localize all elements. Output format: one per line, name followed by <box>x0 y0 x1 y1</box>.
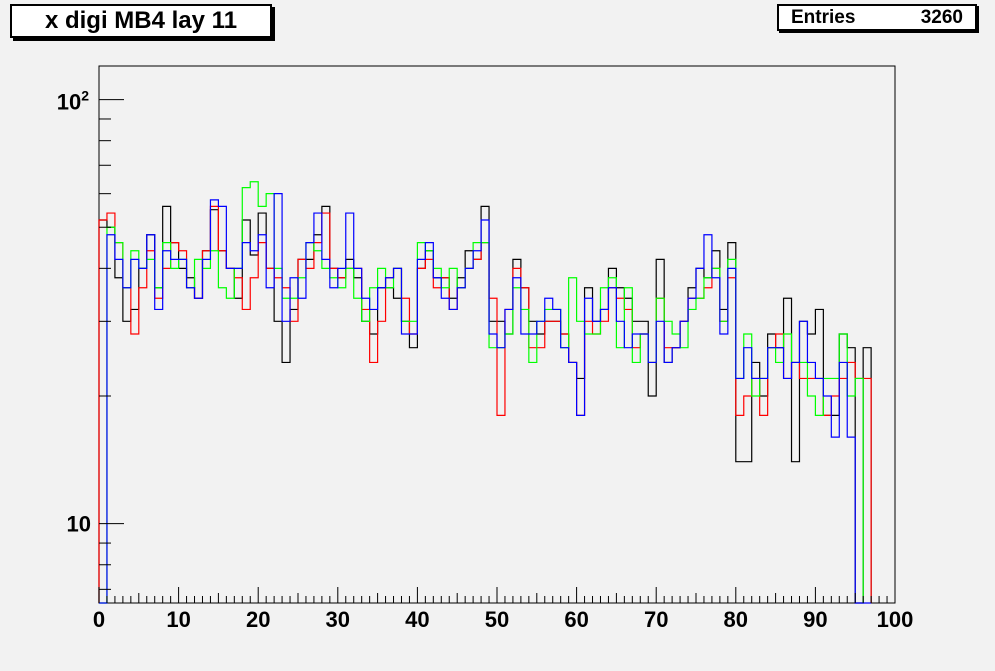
x-tick-label: 20 <box>246 607 270 632</box>
stats-entries-label: Entries <box>791 6 856 28</box>
series-3-histogram <box>99 193 872 604</box>
stats-box: Entries 3260 <box>777 4 977 31</box>
x-tick-label: 30 <box>326 607 350 632</box>
x-tick-label: 60 <box>564 607 588 632</box>
x-tick-label: 80 <box>724 607 748 632</box>
histogram-title-text: x digi MB4 lay 11 <box>44 7 238 34</box>
x-tick-label: 70 <box>644 607 668 632</box>
histogram-title: x digi MB4 lay 11 <box>10 4 272 38</box>
x-tick-label: 100 <box>877 607 914 632</box>
x-tick-label: 40 <box>405 607 429 632</box>
x-tick-label: 10 <box>166 607 190 632</box>
x-tick-label: 90 <box>803 607 827 632</box>
x-tick-label: 0 <box>93 607 105 632</box>
x-tick-label: 50 <box>485 607 509 632</box>
y-tick-label: 102 <box>57 88 89 115</box>
y-tick-label: 10 <box>67 512 91 537</box>
stats-entries-value: 3260 <box>920 6 963 28</box>
